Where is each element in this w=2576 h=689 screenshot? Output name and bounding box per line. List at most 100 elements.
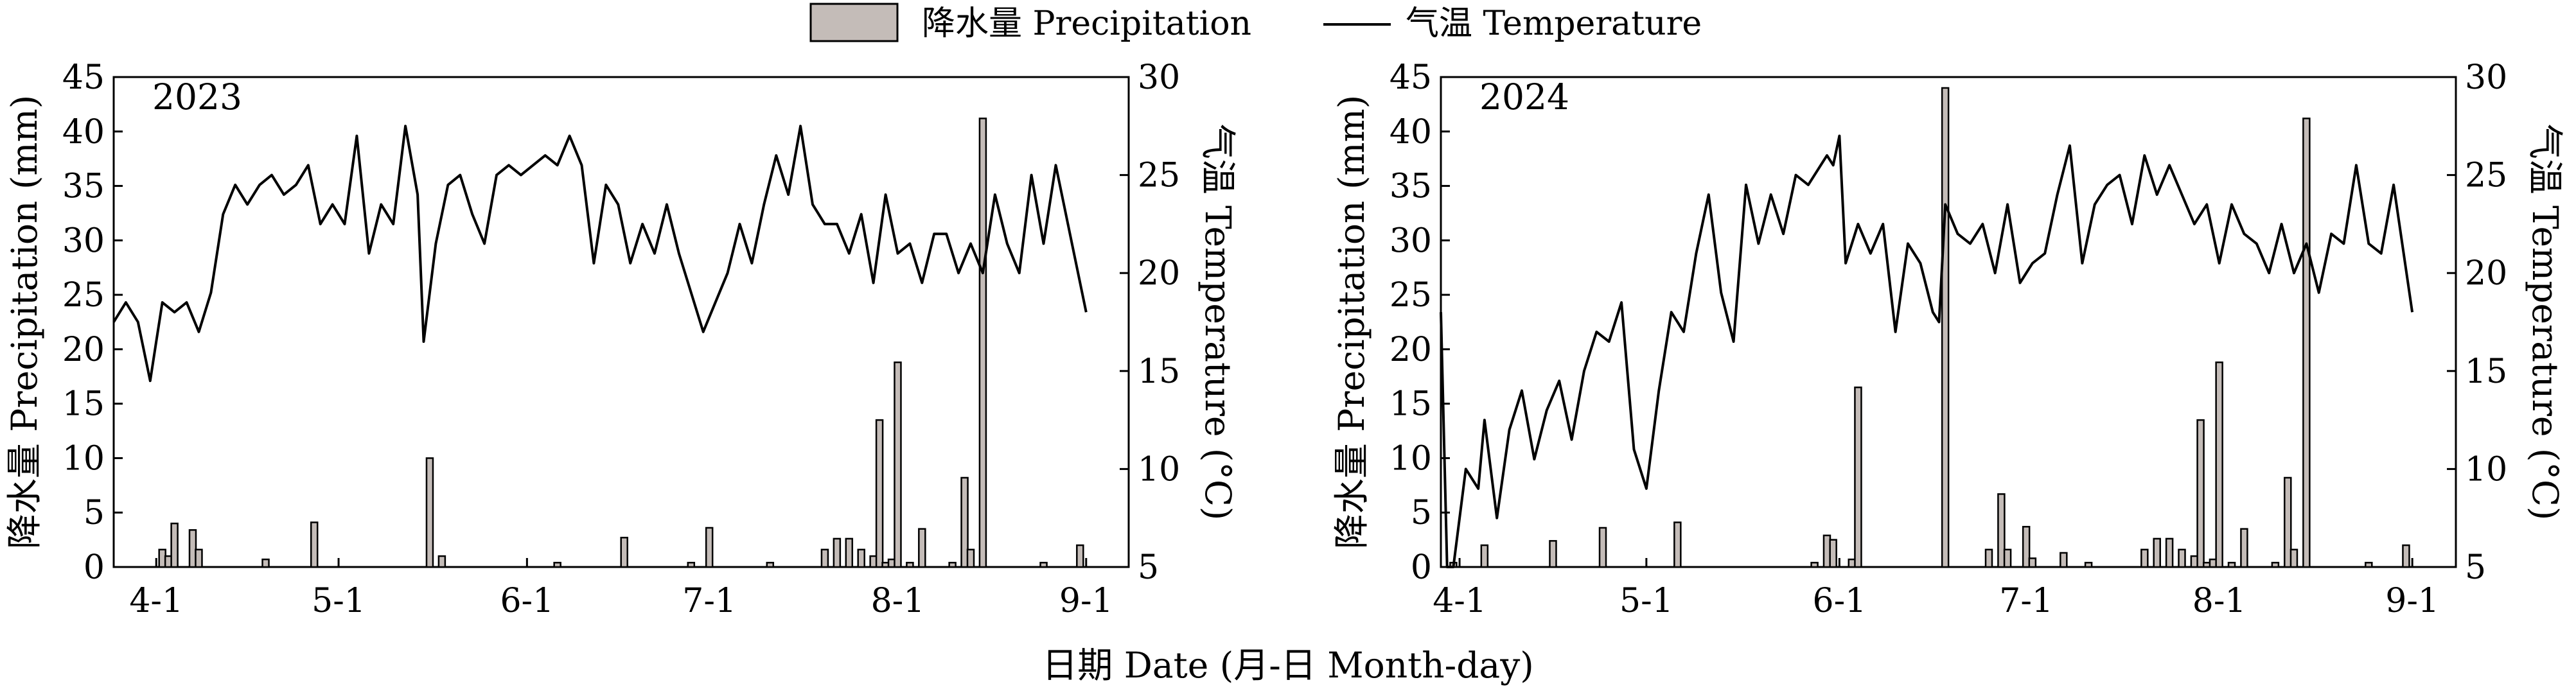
precipitation-bar (978, 118, 987, 568)
precipitation-bar (2196, 419, 2205, 568)
precipitation-bar (2302, 118, 2311, 568)
y-left-tick-label: 15 (1389, 385, 1432, 424)
y-left-tick-label: 0 (84, 548, 105, 587)
precipitation-bar (1854, 386, 1862, 568)
y-right-tick-label: 5 (1138, 548, 1159, 587)
panel-2023: 0 5 10 15 20 25 30 35 40 45 5 10 15 20 25 30 4-1 5-1 6-1 7-… (4, 58, 1239, 620)
y-left-tick-label: 10 (1389, 439, 1432, 478)
precipitation-bar (894, 361, 902, 568)
y-left-tick-label: 25 (1389, 276, 1432, 315)
y-left-tick-label: 20 (62, 331, 105, 369)
y-right-axis-title: 气温 Temperature (°C) (1197, 124, 1239, 521)
precipitation-bar (845, 537, 854, 568)
plot-frame (112, 76, 1130, 568)
panel-year-label: 2024 (1479, 76, 1569, 118)
panel-2024: 0 5 10 15 20 25 30 35 40 45 5 10 15 20 25 30 4-1 5-1 6-1 7-… (1331, 58, 2566, 620)
precipitation-bar (425, 457, 434, 568)
precipitation-bar (2084, 561, 2093, 568)
y-left-axis-title: 降水量 Precipitation (mm) (1331, 95, 1372, 549)
y-right-tick-label: 15 (2465, 353, 2507, 391)
precipitation-bar (1039, 561, 1048, 568)
precipitation-bar (2365, 561, 2373, 568)
y-left-tick-label: 0 (1411, 548, 1432, 587)
precipitation-bar (766, 561, 775, 568)
precipitation-bar (2022, 526, 2031, 568)
y-left-tick-label: 45 (1389, 58, 1432, 97)
precipitation-bar (2003, 548, 2012, 568)
y-right-tick-label: 10 (1138, 450, 1180, 489)
x-tick-label: 8-1 (871, 582, 925, 620)
figure-legend: 降水量 Precipitation 气温 Temperature (809, 3, 1702, 43)
precipitation-bar (2289, 548, 2298, 568)
y-left-tick-label: 40 (62, 113, 105, 152)
precipitation-bar (2215, 361, 2223, 568)
y-left-tick-label: 5 (84, 494, 105, 532)
x-tick-label: 5-1 (312, 582, 366, 620)
y-right-tick-label: 30 (1138, 58, 1180, 97)
y-left-tick-label: 30 (62, 222, 105, 260)
y-left-tick-label: 20 (1389, 331, 1432, 369)
precipitation-bar (1549, 540, 1557, 568)
precipitation-bar (857, 548, 865, 568)
precipitation-bar (2060, 552, 2068, 568)
precipitation-bar (833, 537, 842, 568)
x-tick-label: 7-1 (1999, 582, 2053, 620)
precipitation-bar (906, 561, 914, 568)
y-left-tick-label: 30 (1389, 222, 1432, 260)
x-tick-label: 9-1 (2385, 582, 2439, 620)
y-left-tick-label: 35 (62, 168, 105, 206)
x-tick-label: 9-1 (1059, 582, 1113, 620)
y-left-axis-title: 降水量 Precipitation (mm) (4, 95, 45, 549)
precipitation-bar (1997, 493, 2006, 568)
precipitation-bar (1076, 544, 1084, 568)
x-axis-title: 日期 Date (月-日 Month-day) (1042, 645, 1534, 686)
precipitation-bar (960, 476, 969, 568)
y-right-tick-label: 30 (2465, 58, 2507, 97)
precipitation-bar (1673, 521, 1682, 568)
y-right-tick-label: 10 (2465, 450, 2507, 489)
y-left-tick-label: 35 (1389, 168, 1432, 206)
temperature-line (112, 125, 1088, 383)
precipitation-bar (437, 555, 446, 568)
precipitation-bar (310, 521, 319, 568)
y-right-tick-label: 5 (2465, 548, 2486, 587)
y-left-tick-label: 5 (1411, 494, 1432, 532)
y-right-tick-label: 20 (1138, 254, 1180, 293)
precipitation-bar (2178, 548, 2186, 568)
y-right-tick-label: 20 (2465, 254, 2507, 293)
x-tick-label: 4-1 (129, 582, 183, 620)
precipitation-bar (1810, 561, 1819, 568)
precipitation-bar (820, 548, 829, 568)
legend-temperature-label: 气温 Temperature (1406, 4, 1702, 43)
precipitation-bar (2140, 548, 2149, 568)
precipitation-bar (2153, 537, 2161, 568)
precipitation-bar (1984, 548, 1993, 568)
precipitation-bar (1829, 539, 1837, 568)
precipitation-bar (1480, 544, 1489, 568)
precipitation-bar (2271, 561, 2280, 568)
y-right-axis-title: 气温 Temperature (°C) (2525, 124, 2566, 521)
precipitation-bar (918, 528, 926, 568)
y-right-tick-label: 15 (1138, 353, 1180, 391)
precipitation-bar (2284, 476, 2292, 568)
precipitation-bar (261, 558, 270, 568)
temperature-line (1440, 134, 2414, 568)
precipitation-bar (2028, 557, 2037, 568)
precipitation-bar (2402, 544, 2410, 568)
x-tick-label: 7-1 (682, 582, 736, 620)
y-left-tick-label: 10 (62, 439, 105, 478)
precipitation-bar (2227, 561, 2236, 568)
precipitation-bar (188, 529, 197, 568)
x-tick-label: 5-1 (1619, 582, 1673, 620)
y-left-tick-label: 40 (1389, 113, 1432, 152)
precipitation-bar (966, 548, 975, 568)
y-left-tick-label: 15 (62, 385, 105, 424)
legend-precipitation-swatch (809, 3, 899, 42)
x-tick-label: 8-1 (2192, 582, 2246, 620)
panel-year-label: 2023 (152, 76, 242, 118)
precipitation-bar (875, 419, 884, 568)
precipitation-bar (1941, 87, 1950, 568)
precipitation-bar (705, 527, 714, 568)
x-tick-label: 6-1 (1812, 582, 1866, 620)
y-left-tick-label: 45 (62, 58, 105, 97)
